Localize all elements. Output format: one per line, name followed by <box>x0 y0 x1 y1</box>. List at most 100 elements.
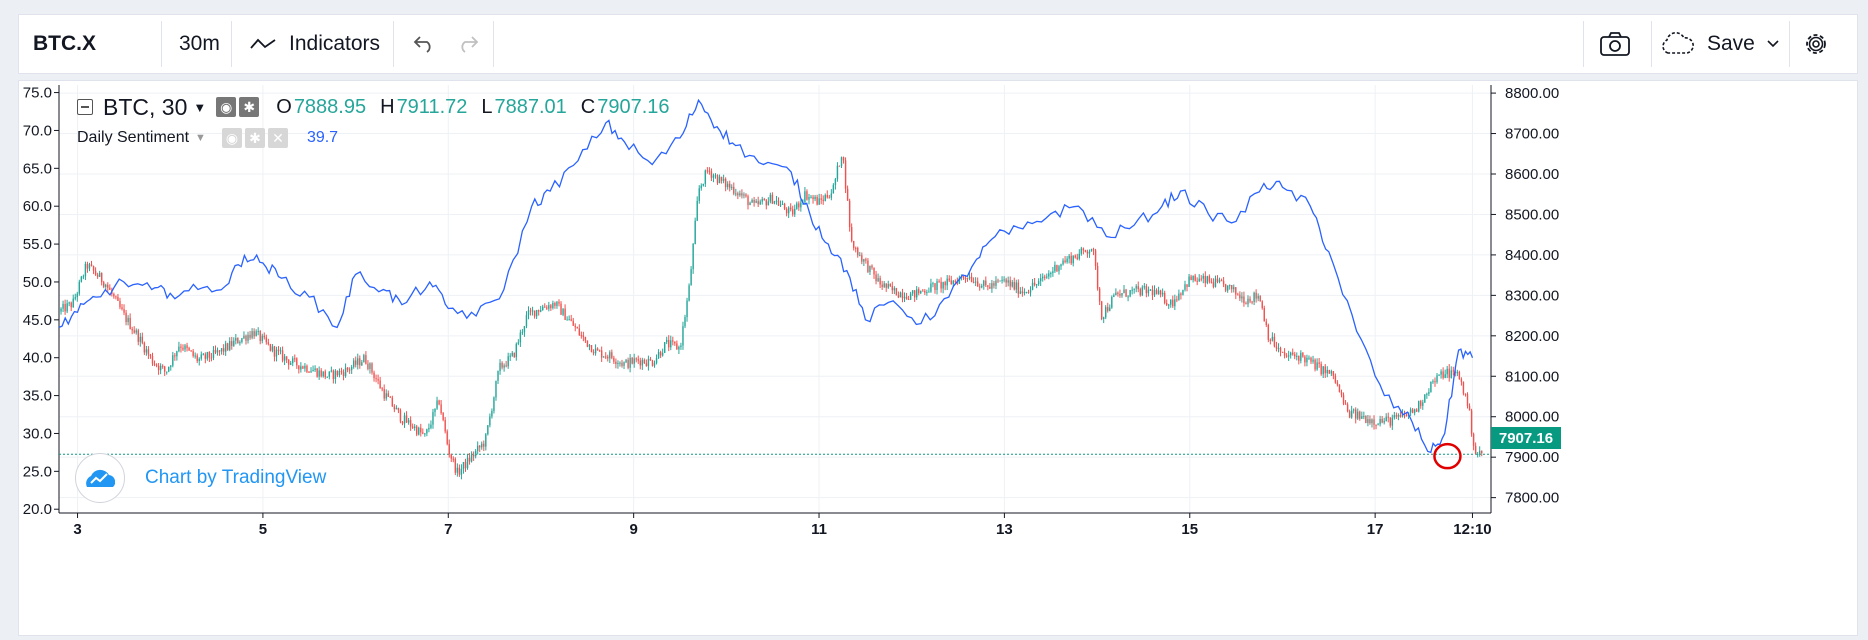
snapshot-button[interactable] <box>1599 15 1631 73</box>
price-candle <box>924 288 926 296</box>
candle-body <box>855 247 857 249</box>
price-candle <box>442 411 444 422</box>
price-candle <box>865 257 867 264</box>
price-candle <box>336 370 339 377</box>
candle-body <box>753 200 755 203</box>
candle-body <box>1068 255 1070 259</box>
gear-icon[interactable]: ✱ <box>244 128 265 148</box>
caret-down-icon[interactable]: ▼ <box>195 132 206 144</box>
close-icon[interactable]: ✕ <box>267 128 288 148</box>
price-candle <box>1355 407 1357 424</box>
candle-body <box>895 288 898 296</box>
price-candle <box>115 295 117 300</box>
price-candle <box>489 413 491 428</box>
price-candle <box>602 356 605 358</box>
save-button[interactable]: Save <box>1659 15 1779 73</box>
candle-body <box>857 247 859 256</box>
candle-body <box>970 276 973 282</box>
candle-body <box>298 365 300 370</box>
price-candle <box>133 326 135 334</box>
price-candle <box>869 265 871 275</box>
price-candle <box>578 324 581 336</box>
price-candle <box>792 205 794 217</box>
candle-body <box>651 360 654 366</box>
price-candle <box>556 301 558 309</box>
candle-body <box>718 176 721 184</box>
candle-body <box>1194 275 1196 281</box>
collapse-legend-icon[interactable] <box>77 99 93 115</box>
candle-body <box>716 175 719 184</box>
price-candle <box>1377 422 1379 426</box>
indicator-name[interactable]: Daily Sentiment <box>77 129 190 146</box>
candle-body <box>781 203 784 205</box>
price-candle <box>834 177 837 190</box>
indicators-button[interactable]: Indicators <box>249 15 380 73</box>
price-candle <box>1226 285 1229 293</box>
candle-body <box>127 317 129 323</box>
price-candle <box>511 350 513 357</box>
price-candle <box>1322 366 1324 378</box>
price-candle <box>1287 350 1290 361</box>
price-candle <box>137 328 139 346</box>
interval-button[interactable]: 30m <box>179 15 220 73</box>
chart-container[interactable]: 20.0 25.0 30.0 35.0 40.0 45.0 50.0 55.0 60.0 65.0… <box>18 80 1858 636</box>
gear-icon[interactable]: ✱ <box>239 97 260 117</box>
price-candle <box>763 197 765 201</box>
price-candle <box>706 167 709 174</box>
price-candle <box>700 183 702 191</box>
candle-body <box>1115 292 1117 296</box>
tradingview-watermark[interactable]: Chart by TradingView <box>75 453 326 503</box>
close-key: C <box>580 95 596 118</box>
candle-body <box>997 280 999 282</box>
candle-body <box>1438 374 1440 376</box>
chart-canvas[interactable]: 20.0 25.0 30.0 35.0 40.0 45.0 50.0 55.0 60.0 65.0… <box>19 81 1859 637</box>
legend-symbol[interactable]: BTC, 30 <box>103 93 188 120</box>
price-candle <box>1109 304 1111 312</box>
price-candle <box>88 262 91 272</box>
candle-body <box>479 445 481 448</box>
price-candle <box>1198 274 1200 283</box>
price-candle <box>588 344 591 351</box>
symbol-search-button[interactable]: BTC.X <box>33 15 96 73</box>
candle-body <box>867 260 869 272</box>
chevron-down-icon[interactable] <box>1767 40 1779 48</box>
undo-button[interactable] <box>412 15 436 73</box>
candle-body <box>871 265 873 268</box>
candle-body <box>674 341 676 344</box>
candle-body <box>932 283 934 285</box>
price-candle <box>1184 280 1186 292</box>
price-candle <box>1267 323 1270 343</box>
candle-body <box>350 366 353 370</box>
price-candle <box>714 173 717 179</box>
candle-body <box>546 307 548 309</box>
price-candle <box>483 440 485 452</box>
eye-icon[interactable]: ◉ <box>216 97 237 117</box>
price-candle <box>625 358 627 364</box>
price-candle <box>670 335 672 351</box>
candle-body <box>497 371 499 381</box>
candle-body <box>283 356 286 361</box>
candle-body <box>308 371 310 373</box>
redo-button[interactable] <box>456 15 480 73</box>
price-candle <box>688 283 690 302</box>
caret-down-icon[interactable]: ▼ <box>193 99 207 115</box>
price-candle <box>1385 413 1387 422</box>
price-candle <box>913 290 916 302</box>
price-candle <box>121 303 123 311</box>
settings-button[interactable] <box>1801 15 1831 73</box>
price-candle <box>661 348 664 357</box>
price-candle <box>491 408 493 419</box>
price-candle <box>755 199 757 204</box>
price-candle <box>519 329 522 347</box>
candle-body <box>1220 280 1223 282</box>
candle-body <box>422 432 424 434</box>
price-candle <box>1273 333 1276 348</box>
candle-body <box>611 352 613 358</box>
candle-body <box>832 184 835 194</box>
candle-body <box>796 203 798 209</box>
price-candle <box>1176 295 1178 303</box>
eye-icon[interactable]: ◉ <box>221 128 242 148</box>
price-candle <box>1251 300 1253 305</box>
price-candle <box>623 361 625 370</box>
candle-body <box>800 202 802 208</box>
